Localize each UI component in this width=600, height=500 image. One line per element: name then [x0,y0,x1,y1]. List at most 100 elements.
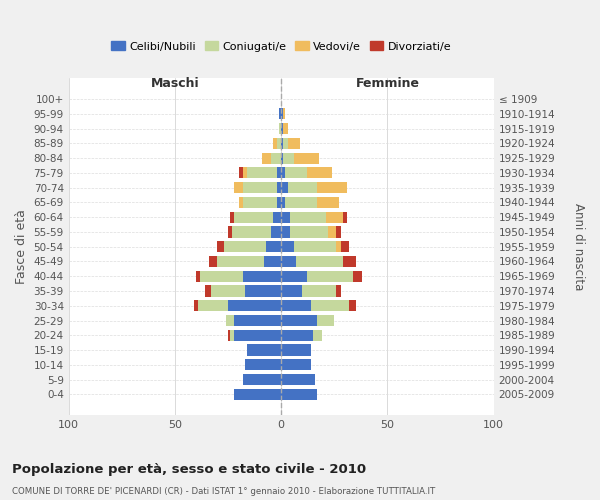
Bar [307,270,353,282]
Text: Maschi: Maschi [151,78,199,90]
Bar [281,315,317,326]
Bar [290,212,326,223]
Bar [230,330,235,341]
Bar [239,197,243,208]
Bar [283,152,294,164]
Bar [286,168,307,178]
Bar [217,241,224,252]
Bar [337,286,341,296]
Bar [281,108,283,120]
Bar [239,168,243,178]
Bar [271,226,281,237]
Bar [281,168,286,178]
Bar [272,138,277,149]
Bar [328,226,337,237]
Bar [281,152,283,164]
Bar [205,286,211,296]
Bar [243,182,277,194]
Bar [224,241,266,252]
Bar [196,270,200,282]
Bar [281,300,311,312]
Bar [283,123,287,134]
Bar [281,256,296,267]
Text: COMUNE DI TORRE DE' PICENARDI (CR) - Dati ISTAT 1° gennaio 2010 - Elaborazione T: COMUNE DI TORRE DE' PICENARDI (CR) - Dat… [12,488,435,496]
Bar [247,168,277,178]
Bar [317,182,347,194]
Bar [281,389,317,400]
Bar [311,300,349,312]
Bar [281,241,294,252]
Bar [341,241,349,252]
Bar [228,300,281,312]
Bar [287,182,317,194]
Bar [279,108,281,120]
Bar [281,182,287,194]
Bar [232,226,271,237]
Bar [283,138,287,149]
Bar [230,212,235,223]
Bar [243,374,281,385]
Bar [279,123,281,134]
Bar [281,374,315,385]
Bar [326,212,343,223]
Bar [343,212,347,223]
Y-axis label: Fasce di età: Fasce di età [15,210,28,284]
Bar [281,212,290,223]
Bar [317,315,334,326]
Bar [277,197,281,208]
Bar [317,197,338,208]
Bar [281,330,313,341]
Bar [247,344,281,356]
Bar [296,256,343,267]
Bar [209,256,217,267]
Bar [283,108,286,120]
Bar [272,212,281,223]
Bar [290,226,328,237]
Bar [226,315,235,326]
Bar [262,152,271,164]
Bar [266,241,281,252]
Y-axis label: Anni di nascita: Anni di nascita [572,203,585,290]
Bar [281,123,283,134]
Bar [235,389,281,400]
Bar [277,182,281,194]
Bar [243,197,277,208]
Bar [337,226,341,237]
Bar [287,138,301,149]
Bar [294,152,319,164]
Bar [211,286,245,296]
Bar [235,212,272,223]
Bar [217,256,264,267]
Bar [343,256,356,267]
Bar [271,152,281,164]
Bar [281,360,311,370]
Bar [307,168,332,178]
Bar [286,197,317,208]
Bar [281,270,307,282]
Text: Popolazione per età, sesso e stato civile - 2010: Popolazione per età, sesso e stato civil… [12,462,366,475]
Bar [277,168,281,178]
Bar [199,300,228,312]
Bar [281,344,311,356]
Bar [281,197,286,208]
Bar [235,315,281,326]
Bar [294,241,337,252]
Bar [245,360,281,370]
Bar [353,270,362,282]
Bar [337,241,341,252]
Bar [235,330,281,341]
Bar [349,300,356,312]
Bar [200,270,243,282]
Bar [228,330,230,341]
Bar [281,138,283,149]
Bar [281,286,302,296]
Legend: Celibi/Nubili, Coniugati/e, Vedovi/e, Divorziati/e: Celibi/Nubili, Coniugati/e, Vedovi/e, Di… [107,36,455,56]
Bar [228,226,232,237]
Bar [302,286,337,296]
Bar [313,330,322,341]
Bar [245,286,281,296]
Bar [264,256,281,267]
Bar [243,270,281,282]
Bar [277,138,281,149]
Bar [235,182,243,194]
